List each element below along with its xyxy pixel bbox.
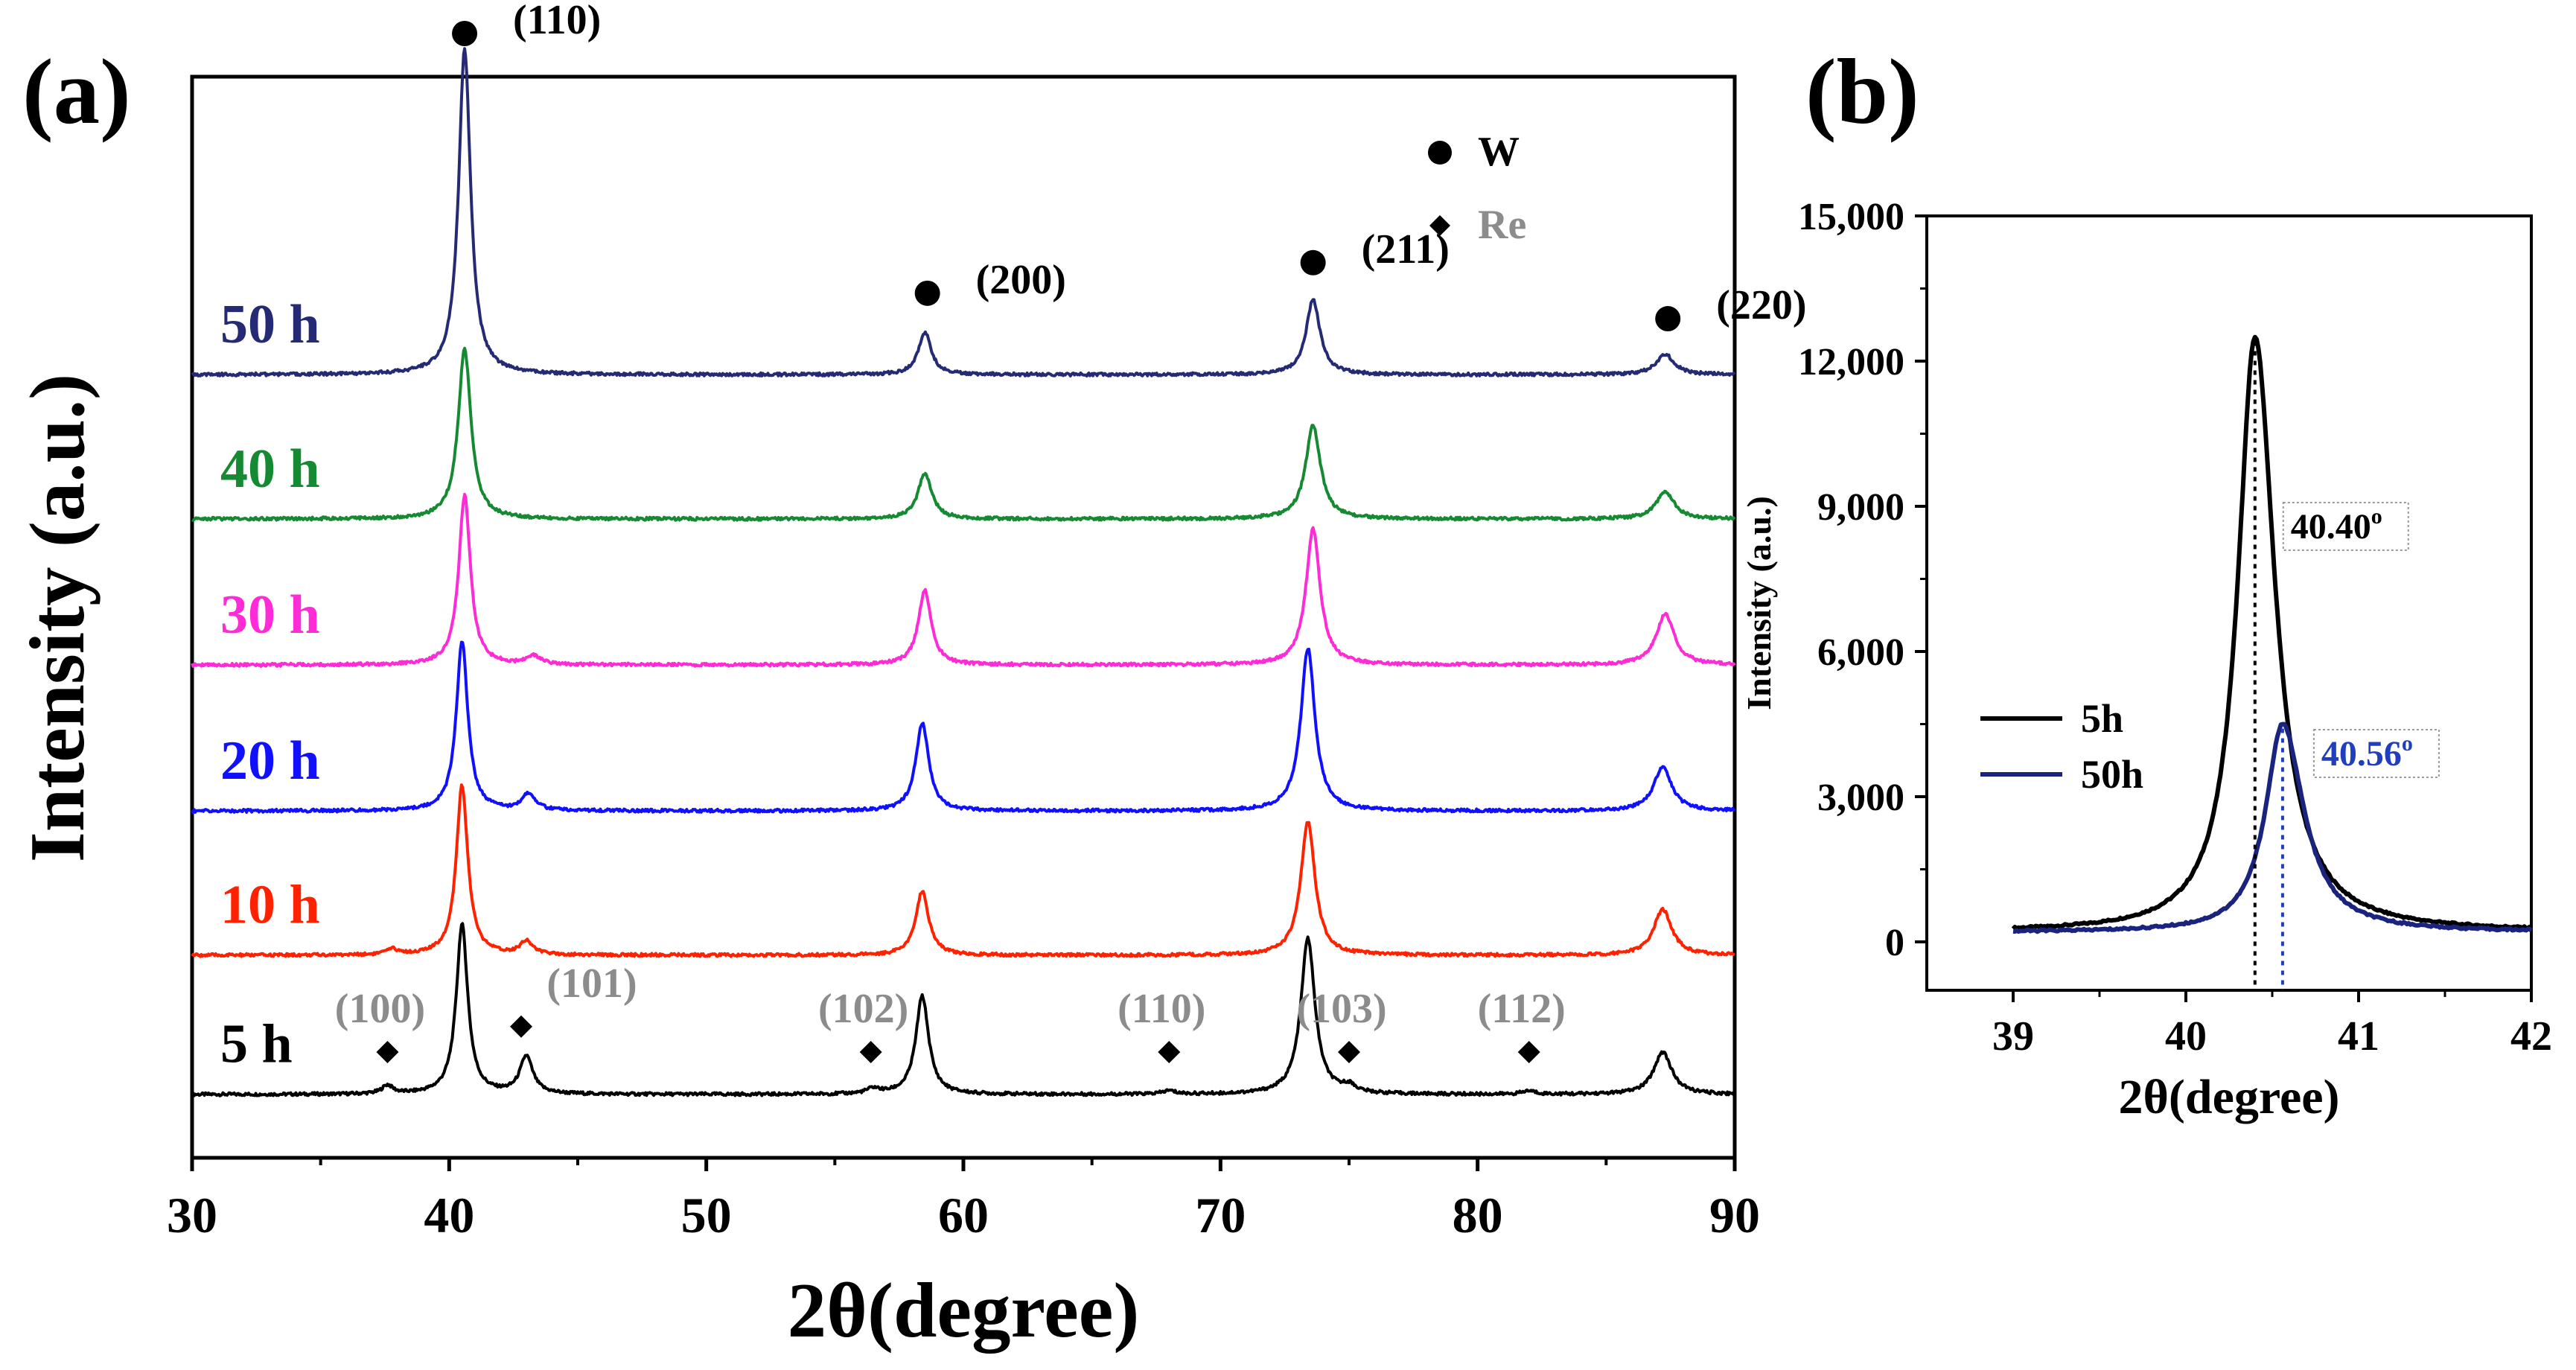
series-group-a: 5 h 10 h 20 h 30 h 40 h 50 h [191,47,1736,1097]
xrd-pattern-line [191,346,1736,522]
re-peak-label: (112) [1478,986,1566,1032]
peak-value-box [2282,502,2409,551]
x-tick-label-a: 70 [1195,1187,1246,1243]
x-tick-label-a: 30 [167,1187,217,1243]
x-tick-label-a: 40 [424,1187,474,1243]
legend-re-label: Re [1478,202,1526,248]
re-peak-marker [376,1041,399,1063]
legend-label-b: 5h [2081,696,2123,741]
re-peak-label: (100) [335,986,425,1032]
y-tick-label-b: 12,000 [1798,341,1904,383]
y-tick-label-b: 0 [1885,922,1904,964]
panel-label-b: (b) [1805,41,1919,144]
w-peak-marker [1655,306,1681,332]
w-peak-marker [914,280,940,306]
plot-frame-b [1925,214,2533,992]
peak-value-box [2312,729,2440,778]
re-peak-marker [859,1041,882,1063]
x-tick-label-b: 41 [2338,1013,2379,1060]
axes-b: 39 40 41 42 0 3,000 6,000 9,000 12,000 15,000 [1798,196,2552,1060]
panel-a: (a) 30 40 50 60 70 80 90 5 h 10 h 20 h 30 h 40 h 50… [13,0,1807,1354]
series-label: 40 h [220,439,320,500]
legend-a: W Re [1428,129,1526,248]
intensity-line [2011,334,2533,931]
panel-label-a: (a) [22,41,131,144]
series-label: 10 h [220,875,320,936]
x-tick-label-a: 80 [1453,1187,1503,1243]
w-peak-label: (200) [976,257,1066,303]
xrd-pattern-line [191,640,1736,814]
x-axis-label-a: 2θ(degree) [788,1267,1140,1354]
annotations-b: 40.40o 40.56o [2253,341,2440,990]
re-peak-marker [1517,1041,1540,1063]
re-peak-label: (101) [546,960,637,1007]
w-peak-label: (220) [1716,282,1806,328]
y-axis-label-a: Intensity (a.u.) [13,374,101,862]
legend-re-marker [1429,215,1450,236]
series-label: 50 h [220,294,320,355]
series-group-b [2011,334,2533,934]
x-tick-label-b: 40 [2165,1013,2207,1060]
x-tick-label-b: 39 [1992,1013,2034,1060]
w-peak-marker [1300,249,1326,275]
x-axis-a: 30 40 50 60 70 80 90 [167,1158,1760,1243]
w-peak-label: (110) [513,0,601,43]
y-tick-label-b: 15,000 [1798,196,1904,238]
xrd-pattern-line [191,492,1736,668]
peak-markers-a: (110) (200) (211) (220) (100) (101) (102) (110)… [335,0,1807,1063]
legend-label-b: 50h [2081,752,2143,797]
series-label: 5 h [220,1014,293,1075]
x-tick-label-a: 60 [938,1187,989,1243]
y-tick-label-b: 3,000 [1817,777,1904,819]
peak-value-label: 40.40o [2291,504,2382,547]
xrd-pattern-line [191,47,1736,377]
legend-w-marker [1428,141,1452,165]
x-tick-label-a: 90 [1709,1187,1760,1243]
re-peak-label: (110) [1118,986,1205,1032]
xrd-pattern-line [191,783,1735,958]
re-peak-marker [1338,1041,1360,1063]
intensity-line [2012,721,2533,934]
xrd-pattern-line [191,922,1736,1097]
legend-w-label: W [1478,129,1520,175]
x-tick-label-b: 42 [2510,1013,2552,1060]
re-peak-marker [1158,1041,1181,1063]
y-tick-label-b: 6,000 [1817,631,1904,674]
x-tick-label-a: 50 [681,1187,732,1243]
y-axis-label-b: Intensity (a.u.) [1740,496,1778,710]
x-axis-label-b: 2θ(degree) [2118,1070,2339,1124]
re-peak-label: (103) [1296,986,1386,1032]
w-peak-label: (211) [1362,226,1450,273]
panel-b: (b) 39 40 41 42 0 3,000 6,000 9,000 12,000 15,000… [1740,41,2552,1124]
re-peak-label: (102) [818,986,908,1032]
re-peak-marker [510,1015,533,1038]
peak-value-label: 40.56o [2321,731,2413,774]
w-peak-marker [452,21,478,46]
y-tick-label-b: 9,000 [1817,486,1904,529]
series-label: 30 h [220,584,320,646]
series-label: 20 h [220,730,320,791]
